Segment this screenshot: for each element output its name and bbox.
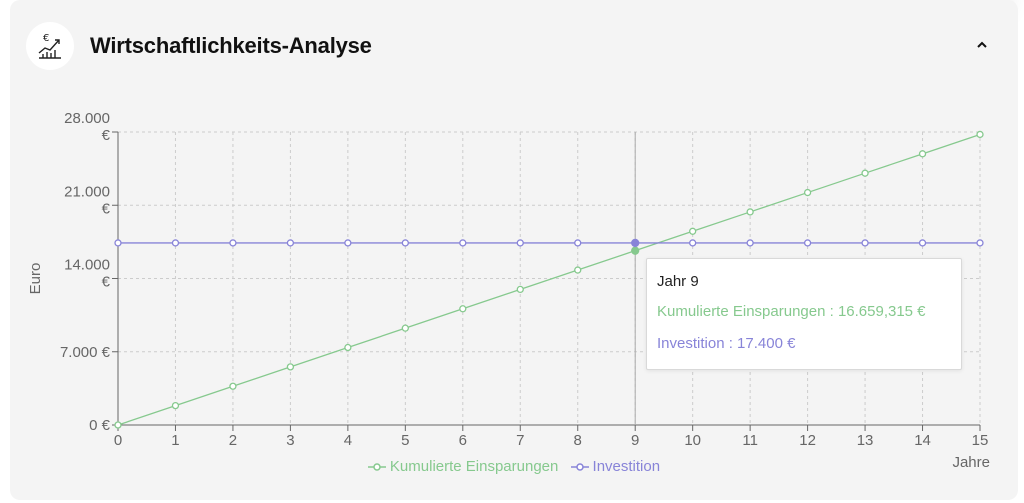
data-point-s0-9[interactable] <box>631 246 640 255</box>
legend-label-investment: Investition <box>592 458 661 475</box>
x-tick-label-7: 7 <box>516 432 524 449</box>
x-tick-label-8: 8 <box>574 432 582 449</box>
y-tick-label-0: 0 € <box>89 417 111 434</box>
data-point-s1-5[interactable] <box>401 239 409 247</box>
data-point-s0-3[interactable] <box>286 363 295 371</box>
y-axis-label: Euro <box>27 263 44 295</box>
x-tick-label-12: 12 <box>799 432 816 449</box>
data-point-s1-7[interactable] <box>516 239 524 247</box>
y-tick-label-1: 7.000 € <box>60 344 111 361</box>
data-point-s0-15[interactable] <box>976 130 984 139</box>
chart-tooltip: Jahr 9 Kumulierte Einsparungen : 16.659,… <box>646 258 962 370</box>
x-tick-label-9: 9 <box>631 432 639 449</box>
legend-marker-savings <box>367 462 386 471</box>
legend-label-savings: Kumulierte Einsparungen <box>389 458 559 475</box>
x-tick-label-13: 13 <box>857 432 874 449</box>
legend-item-savings[interactable]: Kumulierte Einsparungen <box>367 458 559 475</box>
x-tick-label-5: 5 <box>401 432 409 449</box>
card-title: Wirtschaftlichkeits-Analyse <box>90 33 372 58</box>
data-point-s1-9[interactable] <box>631 238 640 248</box>
data-point-s1-11[interactable] <box>746 239 754 247</box>
data-point-s1-8[interactable] <box>574 239 582 247</box>
x-tick-label-14: 14 <box>914 432 931 449</box>
x-axis-label: Jahre <box>952 454 990 471</box>
data-point-s0-13[interactable] <box>861 169 869 177</box>
data-point-s0-10[interactable] <box>689 227 697 235</box>
tooltip-title: Jahr 9 <box>657 273 699 290</box>
data-point-s1-1[interactable] <box>171 239 180 247</box>
svg-text:€: € <box>43 33 49 44</box>
legend-marker-investment <box>570 462 589 471</box>
data-point-s1-0[interactable] <box>114 239 122 247</box>
x-tick-label-6: 6 <box>459 432 467 449</box>
data-point-s0-11[interactable] <box>746 208 754 216</box>
x-tick-label-10: 10 <box>684 432 701 449</box>
data-point-s1-13[interactable] <box>861 239 869 247</box>
data-point-s1-4[interactable] <box>344 239 352 247</box>
y-tick-label-2: 14.000 € <box>64 257 111 291</box>
x-tick-label-4: 4 <box>344 432 352 449</box>
analysis-card: € Wirtschaftlichkeits-Analyse 0 €7.000 €… <box>10 0 1018 500</box>
data-point-s0-0[interactable] <box>114 421 122 429</box>
x-tick-label-0: 0 <box>114 432 122 449</box>
data-point-s0-4[interactable] <box>344 343 352 352</box>
data-point-s1-6[interactable] <box>459 239 467 247</box>
y-tick-label-3: 21.000 € <box>64 183 111 217</box>
x-tick-label-11: 11 <box>742 432 758 449</box>
x-tick-label-1: 1 <box>171 432 179 449</box>
data-point-s0-2[interactable] <box>229 382 237 390</box>
data-point-s1-3[interactable] <box>286 239 295 247</box>
x-tick-label-2: 2 <box>229 432 237 449</box>
data-point-s0-7[interactable] <box>516 285 524 294</box>
data-point-s1-12[interactable] <box>803 239 812 247</box>
data-point-s1-2[interactable] <box>229 239 237 247</box>
tooltip-savings-value: Kumulierte Einsparungen : 16.659,315 € <box>657 303 926 320</box>
card-header[interactable]: € Wirtschaftlichkeits-Analyse <box>10 0 1018 90</box>
data-point-s1-14[interactable] <box>918 239 927 247</box>
data-point-s0-5[interactable] <box>401 324 409 332</box>
line-chart[interactable]: 0 €7.000 €14.000 €21.000 €28.000 €0 1 2 3 4 5 6 7 8… <box>10 0 1018 500</box>
data-point-s0-8[interactable] <box>574 266 582 274</box>
tooltip-investment-value: Investition : 17.400 € <box>657 335 796 352</box>
data-point-s0-6[interactable] <box>459 305 467 313</box>
chart-legend: Kumulierte Einsparungen Investition <box>10 458 1018 476</box>
x-tick-label-3: 3 <box>286 432 294 449</box>
series-line-0 <box>117 133 981 426</box>
legend-item-investment[interactable]: Investition <box>570 458 661 475</box>
data-point-s1-15[interactable] <box>976 239 984 247</box>
data-point-s0-14[interactable] <box>918 150 927 158</box>
data-point-s0-12[interactable] <box>803 188 812 197</box>
data-point-s0-1[interactable] <box>171 401 180 410</box>
y-tick-label-4: 28.000 € <box>64 110 111 144</box>
x-tick-label-15: 15 <box>972 432 989 449</box>
data-point-s1-10[interactable] <box>689 239 697 247</box>
chevron-up-icon[interactable] <box>972 35 992 55</box>
euro-chart-icon: € <box>26 22 74 70</box>
